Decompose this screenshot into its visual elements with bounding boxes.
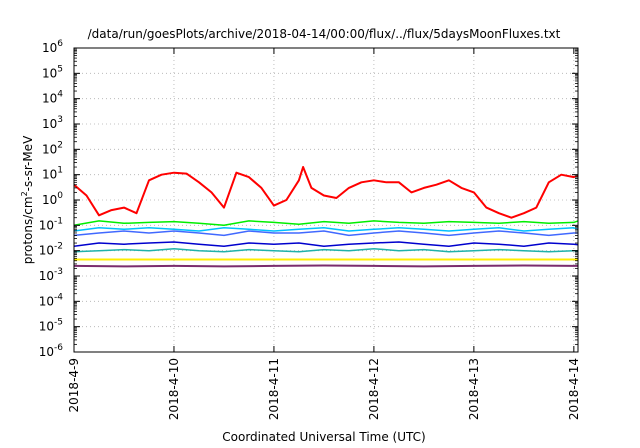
y-tick-label: 10-3 (39, 267, 63, 283)
y-tick-label-base: 10 (42, 168, 57, 182)
y-tick-label-exp: -1 (54, 216, 63, 226)
y-tick-label-base: 10 (39, 345, 54, 359)
y-axis-label-pre: protons/cm (21, 196, 35, 264)
y-tick-label: 10-2 (39, 242, 63, 258)
y-tick-label-exp: -2 (54, 242, 63, 252)
x-tick-label: 2018-4-12 (367, 358, 381, 420)
y-tick-label-base: 10 (39, 218, 54, 232)
x-tick-label: 2018-4-11 (267, 358, 281, 420)
y-axis-label-sup: 2 (20, 191, 29, 196)
series-line (73, 264, 578, 268)
series-line (73, 247, 578, 253)
y-tick-label: 100 (42, 191, 63, 207)
series-line (73, 241, 579, 247)
y-tick-label-exp: 2 (57, 140, 63, 150)
y-tick-label-exp: 0 (57, 191, 63, 201)
y-tick-label-exp: 4 (57, 90, 63, 100)
y-axis-label: protons/cm2-s-sr-MeV (20, 135, 35, 264)
y-tick-label-exp: -3 (54, 267, 63, 277)
y-tick-label-base: 10 (39, 269, 54, 283)
x-tick-label: 2018-4-13 (467, 358, 481, 420)
y-axis-label-post: -s-sr-MeV (21, 135, 35, 191)
chart-title: /data/run/goesPlots/archive/2018-04-14/0… (88, 27, 561, 41)
y-tick-label: 106 (42, 39, 63, 55)
y-tick-label-exp: 3 (57, 115, 63, 125)
y-tick-label-base: 10 (39, 320, 54, 334)
y-axis: 10-610-510-410-310-210-11001011021031041… (39, 39, 578, 359)
y-tick-label-base: 10 (42, 92, 57, 106)
y-tick-label: 101 (42, 166, 63, 182)
y-tick-label: 10-6 (39, 343, 64, 359)
y-tick-label: 10-1 (39, 216, 63, 232)
y-tick-label-exp: 6 (57, 39, 63, 49)
y-tick-label: 105 (42, 64, 63, 80)
y-tick-label: 10-4 (39, 292, 64, 308)
y-tick-label-base: 10 (42, 41, 57, 55)
y-tick-label: 10-5 (39, 318, 63, 334)
grid (74, 48, 578, 352)
y-tick-label: 103 (42, 115, 63, 131)
series-line (73, 220, 579, 227)
y-tick-label-base: 10 (42, 142, 57, 156)
series-line (73, 166, 579, 219)
x-tick-label: 2018-4-14 (567, 358, 581, 420)
y-tick-label-base: 10 (42, 66, 57, 80)
series-line (73, 230, 578, 237)
y-tick-label: 104 (42, 90, 63, 106)
y-tick-label-base: 10 (39, 244, 54, 258)
x-tick-label: 2018-4-10 (167, 358, 181, 420)
y-tick-label: 102 (42, 140, 63, 156)
y-tick-label-exp: -4 (54, 292, 63, 302)
y-tick-label-base: 10 (42, 117, 57, 131)
x-tick-label: 2018-4-9 (67, 358, 81, 412)
series-group (73, 166, 579, 268)
y-tick-label-exp: 5 (57, 64, 63, 74)
x-axis-label: Coordinated Universal Time (UTC) (222, 430, 425, 444)
y-tick-label-exp: 1 (57, 166, 63, 176)
y-tick-label-base: 10 (42, 193, 57, 207)
x-axis: 2018-4-9 2018-4-10 2018-4-11 2018-4-12 2018-… (67, 48, 581, 420)
series-line (73, 227, 579, 232)
y-tick-label-base: 10 (39, 294, 54, 308)
y-tick-label-exp: -5 (54, 318, 63, 328)
y-tick-label-exp: -6 (54, 343, 63, 353)
